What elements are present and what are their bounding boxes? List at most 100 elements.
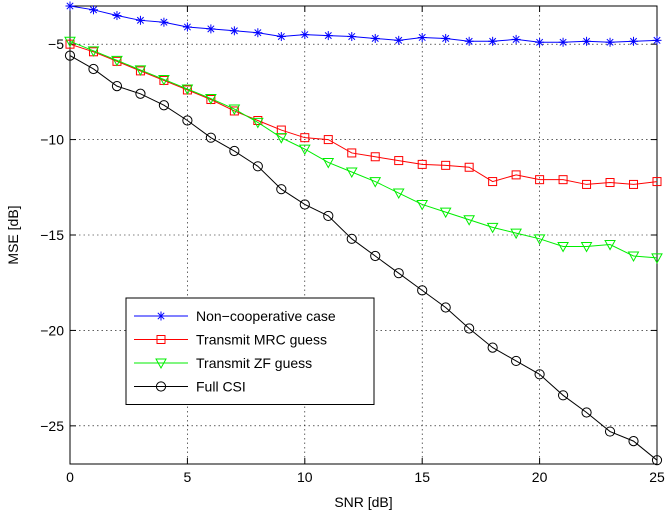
series-1 xyxy=(65,1,662,47)
data-point xyxy=(181,84,194,96)
legend-label: Transmit ZF guess xyxy=(196,355,312,371)
data-point xyxy=(370,33,380,43)
data-point xyxy=(417,32,427,42)
legend-entry: Non−cooperative case xyxy=(134,308,336,324)
data-point xyxy=(629,36,639,46)
data-point xyxy=(394,156,404,166)
data-point xyxy=(580,241,593,253)
data-point xyxy=(111,81,123,92)
data-point xyxy=(558,175,568,185)
data-point xyxy=(511,170,521,180)
legend-entry: Full CSI xyxy=(134,379,246,395)
data-point xyxy=(229,145,240,157)
x-axis-label: SNR [dB] xyxy=(334,494,392,510)
data-point xyxy=(298,144,311,156)
data-point xyxy=(276,184,287,195)
data-point xyxy=(275,133,288,144)
data-point xyxy=(557,241,569,253)
legend: Non−cooperative case Transmit MRC guess Tr… xyxy=(125,297,375,405)
legend-swatch-marker xyxy=(156,335,166,344)
data-point xyxy=(64,36,76,48)
data-point xyxy=(464,162,474,172)
x-tick-label: 5 xyxy=(184,469,192,485)
y-tick-label: −20 xyxy=(40,322,64,338)
data-point xyxy=(439,207,452,219)
data-point xyxy=(581,407,592,418)
series-3 xyxy=(64,36,663,264)
data-point xyxy=(87,46,100,57)
data-point xyxy=(347,32,357,42)
data-point xyxy=(604,240,616,251)
data-point xyxy=(300,30,310,40)
data-point xyxy=(253,28,263,38)
data-point xyxy=(652,35,662,45)
data-point xyxy=(534,369,545,380)
series-2 xyxy=(65,39,662,189)
data-point xyxy=(205,132,216,143)
data-point xyxy=(228,104,241,116)
data-point xyxy=(134,65,147,76)
data-point xyxy=(347,148,357,158)
data-point xyxy=(535,37,545,47)
data-point xyxy=(65,39,75,49)
data-point xyxy=(158,100,170,111)
data-point xyxy=(464,323,475,334)
legend-swatch-marker xyxy=(156,311,166,321)
x-tick-label: 10 xyxy=(297,469,313,485)
data-point xyxy=(112,11,122,21)
data-point xyxy=(487,342,498,353)
x-tick-label: 15 xyxy=(414,469,430,485)
data-point xyxy=(299,199,310,210)
data-point xyxy=(463,215,476,226)
data-point xyxy=(370,152,380,162)
data-point xyxy=(605,37,615,47)
data-point xyxy=(557,390,569,401)
data-point xyxy=(417,285,428,296)
data-point xyxy=(159,17,169,27)
data-point xyxy=(323,135,333,145)
data-point xyxy=(417,159,427,169)
data-point xyxy=(511,34,521,44)
data-point xyxy=(511,355,522,367)
data-point xyxy=(440,302,451,313)
data-point xyxy=(486,222,499,234)
data-point xyxy=(604,426,616,437)
data-point xyxy=(346,233,357,244)
legend-swatch-marker xyxy=(155,358,167,370)
data-point xyxy=(64,50,76,61)
data-point xyxy=(322,157,335,169)
y-tick-label: −5 xyxy=(48,36,64,52)
legend-label: Full CSI xyxy=(196,379,246,395)
data-point xyxy=(300,133,310,143)
series-group xyxy=(64,1,663,466)
y-tick-label: −25 xyxy=(40,418,64,434)
data-point xyxy=(488,36,498,46)
data-point xyxy=(464,36,474,46)
x-tick-label: 0 xyxy=(66,469,74,485)
data-point xyxy=(533,234,546,245)
x-tick-label: 25 xyxy=(649,469,665,485)
data-point xyxy=(135,15,145,25)
data-point xyxy=(182,115,193,126)
data-point xyxy=(558,37,568,47)
data-point xyxy=(229,26,239,36)
legend-entry: Transmit MRC guess xyxy=(134,332,327,348)
legend-entry: Transmit ZF guess xyxy=(134,355,312,371)
data-point xyxy=(252,161,263,172)
data-point xyxy=(628,436,639,447)
data-point xyxy=(158,74,170,86)
data-point xyxy=(652,177,662,187)
data-point xyxy=(510,228,522,240)
data-point xyxy=(205,94,217,105)
data-point xyxy=(582,36,592,46)
legend-label: Non−cooperative case xyxy=(196,308,336,324)
legend-swatch-marker xyxy=(155,381,167,392)
data-point xyxy=(393,268,404,279)
data-point xyxy=(651,455,663,466)
data-point xyxy=(276,32,286,42)
data-point xyxy=(182,22,192,32)
data-point xyxy=(251,117,264,129)
y-tick-label: −10 xyxy=(40,132,64,148)
data-point xyxy=(370,250,381,262)
data-point xyxy=(65,1,75,11)
